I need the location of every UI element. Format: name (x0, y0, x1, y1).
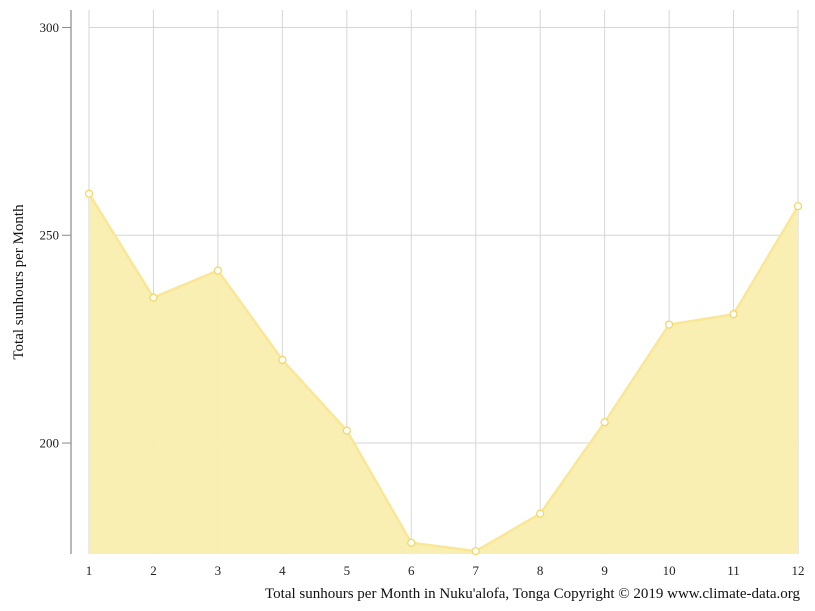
data-point-5 (342, 426, 351, 435)
y-tick-label-250: 250 (40, 228, 60, 243)
data-point-7 (471, 546, 480, 556)
data-point-11 (729, 310, 738, 319)
x-tick-label-9: 9 (601, 563, 608, 578)
x-tick-label-6: 6 (408, 563, 415, 578)
x-tick-label-10: 10 (663, 563, 676, 578)
x-tick-label-7: 7 (472, 563, 479, 578)
y-axis-title: Total sunhours per Month (11, 204, 27, 360)
data-point-12 (793, 202, 803, 211)
data-point-2 (149, 293, 158, 302)
data-point-1 (84, 189, 94, 198)
sunhours-area (89, 193, 798, 555)
data-point-6 (407, 538, 416, 547)
data-markers (84, 189, 803, 556)
data-point-8 (536, 509, 545, 518)
data-point-3 (213, 266, 223, 275)
x-tick-label-11: 11 (727, 563, 740, 578)
y-tick-label-200: 200 (40, 436, 60, 451)
x-tick-label-5: 5 (344, 563, 351, 578)
data-point-9 (600, 418, 609, 427)
chart-caption: Total sunhours per Month in Nuku'alofa, … (265, 586, 800, 602)
x-tick-label-2: 2 (150, 563, 157, 578)
x-tick-label-12: 12 (792, 563, 805, 578)
y-tick-label-300: 300 (40, 20, 60, 35)
x-tick-label-1: 1 (86, 563, 93, 578)
data-point-4 (278, 355, 287, 365)
x-tick-label-8: 8 (537, 563, 544, 578)
sunhours-line (87, 193, 800, 553)
data-point-10 (664, 320, 674, 329)
x-axis-ticks: 1 2 3 4 5 6 7 8 9 10 11 12 (86, 563, 805, 578)
y-axis-ticks: 200 250 300 (40, 20, 71, 451)
x-tick-label-4: 4 (279, 563, 286, 578)
x-tick-label-3: 3 (215, 563, 222, 578)
